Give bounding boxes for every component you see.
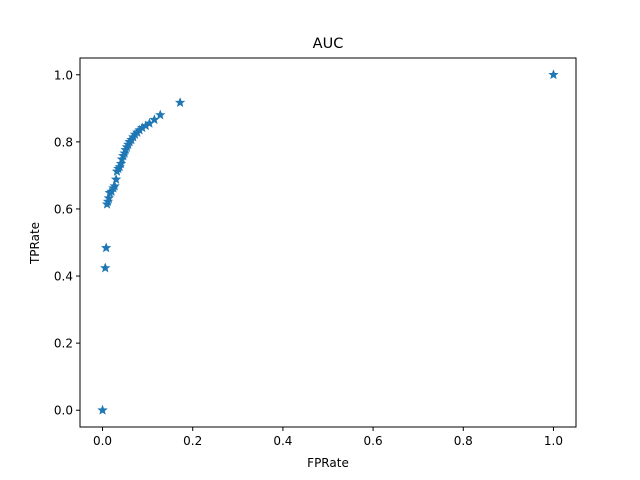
x-tick-label: 0.6: [364, 434, 383, 448]
x-tick-label: 0.2: [183, 434, 202, 448]
ticks-layer: 0.0 0.2 0.4 0.6 0.8 1.0 0.0 0.2 0.4 0.6 0.8 1.0: [54, 68, 563, 448]
y-tick-label: 1.0: [54, 68, 73, 82]
x-tick-label: 0.4: [273, 434, 292, 448]
data-point: [97, 404, 108, 415]
x-tick-label: 0.8: [454, 434, 473, 448]
data-point: [155, 109, 166, 120]
data-point: [101, 242, 112, 253]
data-point: [100, 262, 111, 273]
x-tick-label: 0.0: [93, 434, 112, 448]
data-point: [110, 174, 122, 184]
x-axis-title: FPRate: [307, 456, 349, 470]
y-tick-label: 0.8: [54, 135, 73, 149]
y-tick-label: 0.0: [54, 404, 73, 418]
chart-title: AUC: [313, 36, 344, 52]
y-axis-title: TPRate: [28, 222, 42, 265]
data-point: [174, 97, 186, 108]
y-tick-label: 0.4: [54, 270, 73, 284]
data-point: [109, 180, 120, 191]
x-tick-label: 1.0: [544, 434, 563, 448]
points-layer: [97, 69, 559, 415]
plot-frame: [79, 57, 577, 428]
y-tick-label: 0.2: [54, 337, 73, 351]
data-point: [548, 69, 559, 80]
y-tick-label: 0.6: [54, 202, 73, 216]
